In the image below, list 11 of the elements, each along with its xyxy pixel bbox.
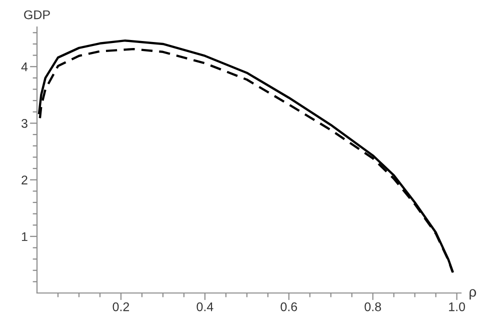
- x-tick-label: 0.4: [196, 302, 214, 312]
- x-tick-label: 0.2: [112, 302, 130, 312]
- y-tick-label: 2: [22, 176, 28, 184]
- y-tick-label: 4: [21, 62, 28, 72]
- y-axis-title: GDP: [24, 10, 50, 20]
- x-tick-label: 0.8: [364, 302, 381, 312]
- y-tick-label: 1: [22, 232, 28, 241]
- x-tick-label: 1.0: [449, 302, 465, 312]
- y-tick-label: 3: [22, 119, 28, 128]
- x-tick-label: 0.6: [280, 302, 298, 312]
- x-axis-title: ρ: [470, 289, 476, 300]
